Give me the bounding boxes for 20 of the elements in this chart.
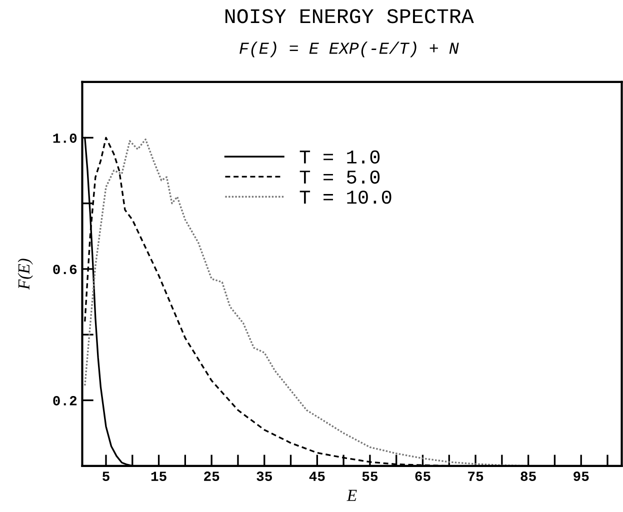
x-axis-title: E <box>346 490 357 501</box>
legend-label: T = 5.0 <box>300 170 380 184</box>
y-tick-label: 1.0 <box>53 133 77 143</box>
x-tick-label: 35 <box>256 472 272 481</box>
y-tick-label: 0.6 <box>53 264 77 274</box>
x-tick-label: 5 <box>102 472 110 481</box>
x-tick-label: 85 <box>520 472 536 481</box>
x-tick-label: 95 <box>574 472 589 481</box>
x-tick-label: 45 <box>309 472 325 481</box>
chart-title: NOISY ENERGY SPECTRA <box>225 9 474 24</box>
y-tick-label: 0.2 <box>53 396 77 406</box>
x-tick-label: 25 <box>204 472 220 481</box>
y-axis-title: F(E) <box>18 258 33 290</box>
chart-subtitle: F(E) = E EXP(-E/T) + N <box>240 42 459 58</box>
legend-label: T = 1.0 <box>300 150 380 164</box>
legend-label: T = 10.0 <box>300 190 392 204</box>
x-tick-label: 75 <box>468 472 484 481</box>
x-tick-label: 65 <box>415 472 430 481</box>
x-tick-label: 55 <box>362 472 378 481</box>
x-tick-label: 15 <box>151 472 166 481</box>
